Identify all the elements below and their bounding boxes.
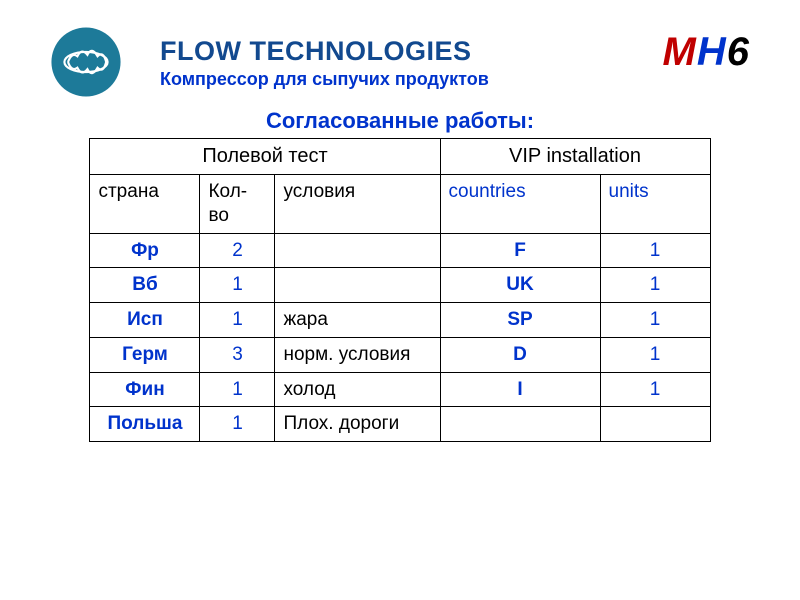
cell-cond bbox=[275, 268, 440, 303]
cell-vip-units: 1 bbox=[600, 268, 710, 303]
table-row: Исп1жараSP1 bbox=[90, 303, 710, 338]
cell-country: Вб bbox=[90, 268, 200, 303]
col-qty: Кол-во bbox=[200, 175, 275, 234]
cell-vip-units: 1 bbox=[600, 372, 710, 407]
cell-qty: 1 bbox=[200, 268, 275, 303]
table-row: Фин1холодI1 bbox=[90, 372, 710, 407]
section-title: Согласованные работы: bbox=[0, 108, 800, 134]
table-subheader-row: страна Кол-во условия countries units bbox=[90, 175, 710, 234]
cell-vip-country: F bbox=[440, 233, 600, 268]
cell-vip-country: D bbox=[440, 337, 600, 372]
cell-cond: холод bbox=[275, 372, 440, 407]
cell-cond bbox=[275, 233, 440, 268]
table-row: Вб1UK1 bbox=[90, 268, 710, 303]
cell-vip-units: 1 bbox=[600, 233, 710, 268]
col-vip-country: countries bbox=[440, 175, 600, 234]
table-header-row: Полевой тест VIP installation bbox=[90, 139, 710, 175]
model-label: MH6 bbox=[663, 30, 750, 75]
cell-qty: 2 bbox=[200, 233, 275, 268]
cell-country: Исп bbox=[90, 303, 200, 338]
cell-qty: 3 bbox=[200, 337, 275, 372]
col-country: страна bbox=[90, 175, 200, 234]
cell-qty: 1 bbox=[200, 303, 275, 338]
header: FLOW TECHNOLOGIES Компрессор для сыпучих… bbox=[0, 0, 800, 90]
cell-country: Польша bbox=[90, 407, 200, 442]
table-row: Герм3норм. условияD1 bbox=[90, 337, 710, 372]
cell-vip-units: 1 bbox=[600, 337, 710, 372]
cell-qty: 1 bbox=[200, 372, 275, 407]
group-header-right: VIP installation bbox=[440, 139, 710, 175]
logo-icon bbox=[50, 26, 122, 98]
cell-vip-units: 1 bbox=[600, 303, 710, 338]
cell-cond: норм. условия bbox=[275, 337, 440, 372]
cell-vip-country: I bbox=[440, 372, 600, 407]
table-row: Польша1Плох. дороги bbox=[90, 407, 710, 442]
cell-country: Герм bbox=[90, 337, 200, 372]
cell-vip-country bbox=[440, 407, 600, 442]
cell-vip-country: SP bbox=[440, 303, 600, 338]
cell-country: Фин bbox=[90, 372, 200, 407]
col-vip-units: units bbox=[600, 175, 710, 234]
model-part-1: M bbox=[663, 30, 697, 74]
works-table: Полевой тест VIP installation страна Кол… bbox=[89, 138, 710, 442]
model-part-2: H bbox=[697, 30, 727, 74]
table-row: Фр2 F1 bbox=[90, 233, 710, 268]
group-header-left: Полевой тест bbox=[90, 139, 440, 175]
cell-vip-units bbox=[600, 407, 710, 442]
cell-country: Фр bbox=[90, 233, 200, 268]
cell-qty: 1 bbox=[200, 407, 275, 442]
col-cond: условия bbox=[275, 175, 440, 234]
cell-cond: Плох. дороги bbox=[275, 407, 440, 442]
model-part-3: 6 bbox=[727, 30, 750, 74]
cell-cond: жара bbox=[275, 303, 440, 338]
cell-vip-country: UK bbox=[440, 268, 600, 303]
